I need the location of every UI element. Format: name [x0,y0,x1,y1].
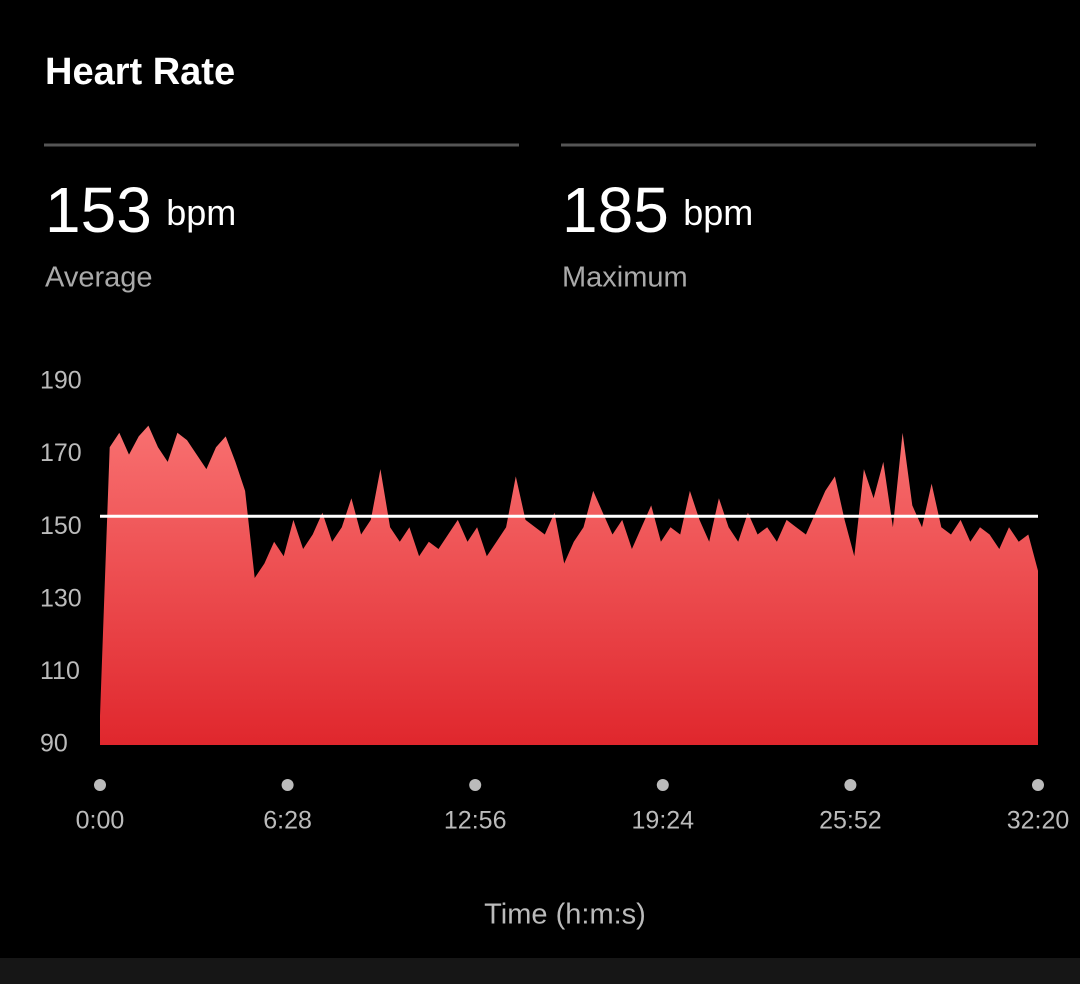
x-tick-dot [281,779,294,791]
stat-average: 153 bpm [45,174,236,246]
chart: 90 110 130 150 170 190 0:00 6:28 12:56 19:24 25:52… [40,367,1069,835]
y-tick-label: 190 [40,367,82,395]
y-tick-label: 170 [40,439,82,467]
y-tick-label: 90 [40,730,68,758]
stat-unit: bpm [166,192,236,233]
x-tick-dot [94,779,106,791]
stat-label: Average [45,262,153,294]
bottom-bar [0,958,1080,984]
y-tick-label: 110 [40,657,80,685]
heart-rate-area [100,425,1038,745]
y-tick-label: 150 [40,512,82,540]
stat-maximum: 185 bpm [562,174,753,246]
x-tick-dot [844,779,857,791]
x-tick-label: 32:20 [1007,807,1070,835]
x-tick-label: 19:24 [632,807,695,835]
stat-label: Maximum [562,262,688,294]
x-tick-dot [1032,779,1044,791]
x-tick-label: 6:28 [263,807,312,835]
x-tick-label: 12:56 [444,807,507,835]
stat-unit: bpm [683,192,753,233]
y-tick-label: 130 [40,584,82,612]
stat-value: 185 [562,174,669,246]
stat-value: 153 [45,174,152,246]
x-tick-label: 0:00 [76,807,125,835]
x-tick-dot [656,779,669,791]
x-axis-label: Time (h:m:s) [484,899,646,931]
x-tick-dot [469,779,482,791]
x-tick-label: 25:52 [819,807,882,835]
page-title: Heart Rate [45,51,235,93]
